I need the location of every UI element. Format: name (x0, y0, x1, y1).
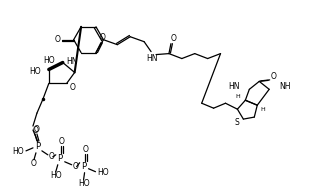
Text: HO: HO (12, 147, 24, 156)
Text: HN: HN (67, 57, 78, 66)
Text: O: O (33, 125, 39, 135)
Text: O: O (100, 33, 106, 42)
Text: P: P (57, 154, 62, 163)
Text: NH: NH (279, 82, 291, 91)
Text: HO: HO (29, 67, 41, 76)
Text: H: H (261, 107, 266, 112)
Text: O: O (55, 35, 61, 44)
Text: O: O (49, 152, 55, 161)
Text: HN: HN (146, 54, 158, 63)
Text: O: O (171, 34, 177, 43)
Text: O: O (70, 83, 76, 92)
Text: HO: HO (50, 171, 62, 180)
Text: O: O (73, 162, 79, 171)
Text: O: O (83, 145, 89, 154)
Text: O: O (31, 159, 37, 168)
Text: HO: HO (98, 168, 109, 177)
Text: P: P (81, 162, 86, 171)
Text: HN: HN (228, 82, 239, 91)
Text: HO: HO (78, 179, 89, 188)
Text: S: S (234, 118, 239, 127)
Text: HO: HO (43, 56, 55, 65)
Text: O: O (34, 125, 40, 133)
Text: P: P (36, 142, 41, 151)
Text: O: O (59, 137, 65, 146)
Text: H: H (235, 94, 240, 99)
Text: O: O (270, 72, 276, 81)
